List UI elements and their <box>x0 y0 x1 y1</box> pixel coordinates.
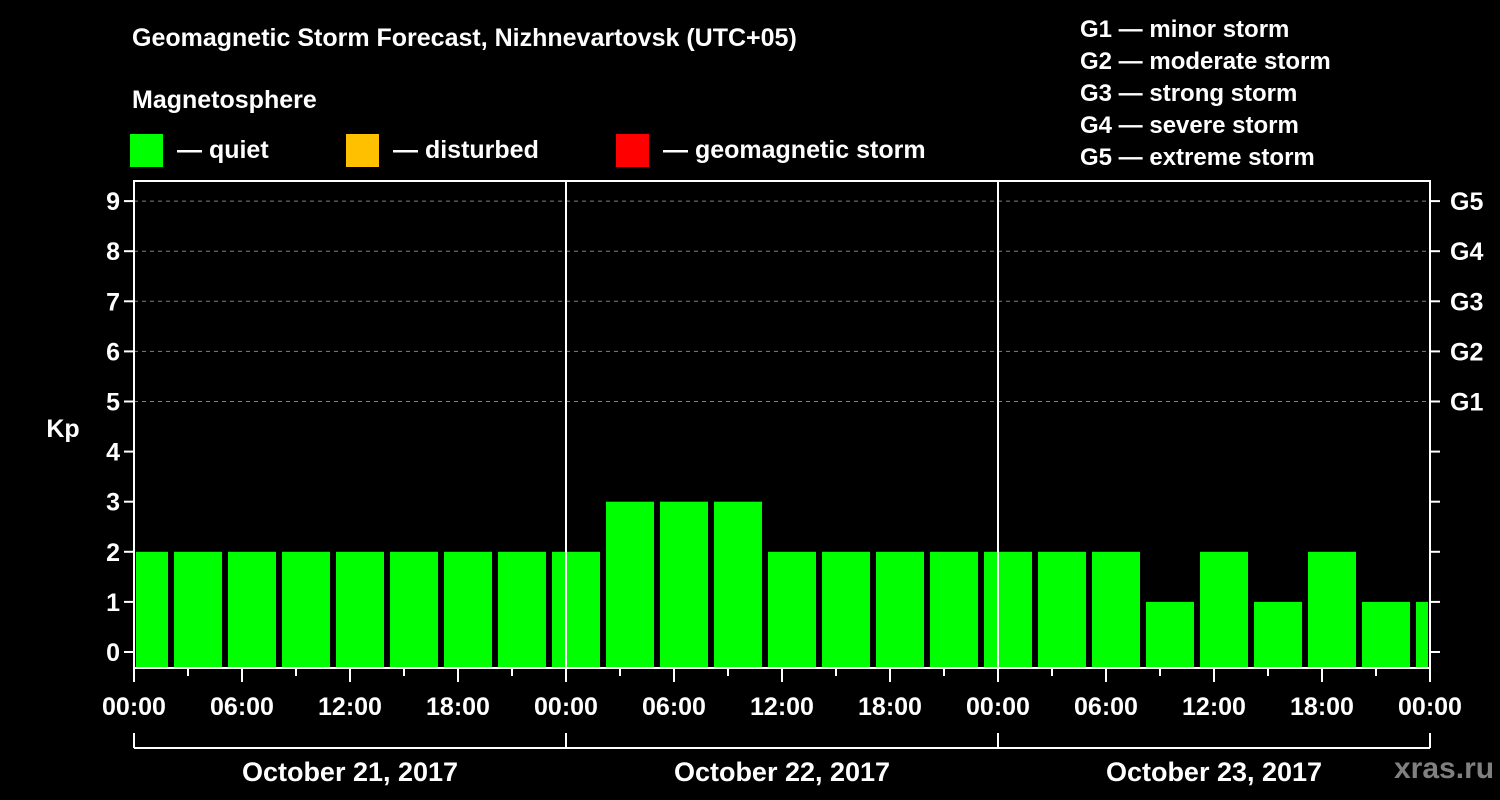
kp-bar <box>282 551 330 668</box>
y-tick-label: 4 <box>106 439 120 467</box>
g-level-label: G4 <box>1450 238 1483 266</box>
kp-bar <box>1092 551 1140 668</box>
x-tick-label: 00:00 <box>102 693 166 721</box>
kp-bar <box>1416 601 1428 668</box>
y-tick-label: 5 <box>106 389 120 417</box>
kp-bar <box>660 501 708 668</box>
kp-bar <box>1308 551 1356 668</box>
legend-quiet-label: — quiet <box>177 136 269 164</box>
storm-swatch-icon <box>616 134 649 167</box>
kp-bar <box>136 551 168 668</box>
kp-bar <box>984 551 1032 668</box>
x-tick-label: 12:00 <box>318 693 382 721</box>
legend-disturbed-label: — disturbed <box>393 136 539 164</box>
kp-bar <box>552 551 600 668</box>
kp-bar <box>768 551 816 668</box>
kp-bar <box>822 551 870 668</box>
g-level-label: G5 <box>1450 188 1483 216</box>
y-tick-label: 6 <box>106 338 120 366</box>
day-label: October 21, 2017 <box>242 757 458 787</box>
disturbed-swatch-icon <box>346 134 379 167</box>
chart-title: Geomagnetic Storm Forecast, Nizhnevartov… <box>132 24 797 52</box>
y-tick-label: 8 <box>106 238 120 266</box>
kp-bar <box>444 551 492 668</box>
x-tick-label: 06:00 <box>1074 693 1138 721</box>
g2-legend: G2 — moderate storm <box>1080 48 1331 75</box>
y-axis-label: Kp <box>46 415 79 443</box>
x-tick-label: 06:00 <box>210 693 274 721</box>
kp-bar <box>606 501 654 668</box>
kp-bar <box>1038 551 1086 668</box>
kp-bar <box>336 551 384 668</box>
day-label: October 22, 2017 <box>674 757 890 787</box>
kp-bar <box>1254 601 1302 668</box>
g3-legend: G3 — strong storm <box>1080 80 1298 107</box>
x-tick-label: 00:00 <box>1398 693 1462 721</box>
kp-bar <box>390 551 438 668</box>
y-tick-label: 0 <box>106 639 120 667</box>
kp-bar <box>930 551 978 668</box>
x-tick-label: 00:00 <box>966 693 1030 721</box>
kp-bar <box>714 501 762 668</box>
g-level-label: G1 <box>1450 389 1483 417</box>
x-tick-label: 06:00 <box>642 693 706 721</box>
g-level-label: G2 <box>1450 338 1483 366</box>
kp-bar <box>174 551 222 668</box>
kp-bar <box>1362 601 1410 668</box>
g-scale-legend: G1 — minor storm G2 — moderate storm G3 … <box>1080 14 1331 174</box>
legend-storm: — geomagnetic storm <box>616 134 926 167</box>
watermark: xras.ru <box>1394 752 1495 785</box>
x-tick-label: 12:00 <box>1182 693 1246 721</box>
y-tick-label: 3 <box>106 489 120 517</box>
y-tick-label: 7 <box>106 288 120 316</box>
x-tick-label: 12:00 <box>750 693 814 721</box>
kp-bar <box>498 551 546 668</box>
kp-bar <box>1146 601 1194 668</box>
legend-disturbed: — disturbed <box>346 134 539 167</box>
kp-bar <box>1200 551 1248 668</box>
x-tick-label: 00:00 <box>534 693 598 721</box>
g5-legend: G5 — extreme storm <box>1080 144 1315 171</box>
x-tick-label: 18:00 <box>858 693 922 721</box>
y-tick-label: 2 <box>106 539 120 567</box>
legend-quiet: — quiet <box>130 134 269 167</box>
quiet-swatch-icon <box>130 134 163 167</box>
g1-legend: G1 — minor storm <box>1080 16 1290 43</box>
g4-legend: G4 — severe storm <box>1080 112 1299 139</box>
legend-storm-label: — geomagnetic storm <box>663 136 926 164</box>
day-label: October 23, 2017 <box>1106 757 1322 787</box>
legend-title: Magnetosphere <box>132 86 317 114</box>
y-tick-label: 1 <box>106 589 120 617</box>
kp-bar <box>876 551 924 668</box>
y-tick-label: 9 <box>106 188 120 216</box>
kp-bar <box>228 551 276 668</box>
x-tick-label: 18:00 <box>426 693 490 721</box>
x-tick-label: 18:00 <box>1290 693 1354 721</box>
g-level-label: G3 <box>1450 288 1483 316</box>
